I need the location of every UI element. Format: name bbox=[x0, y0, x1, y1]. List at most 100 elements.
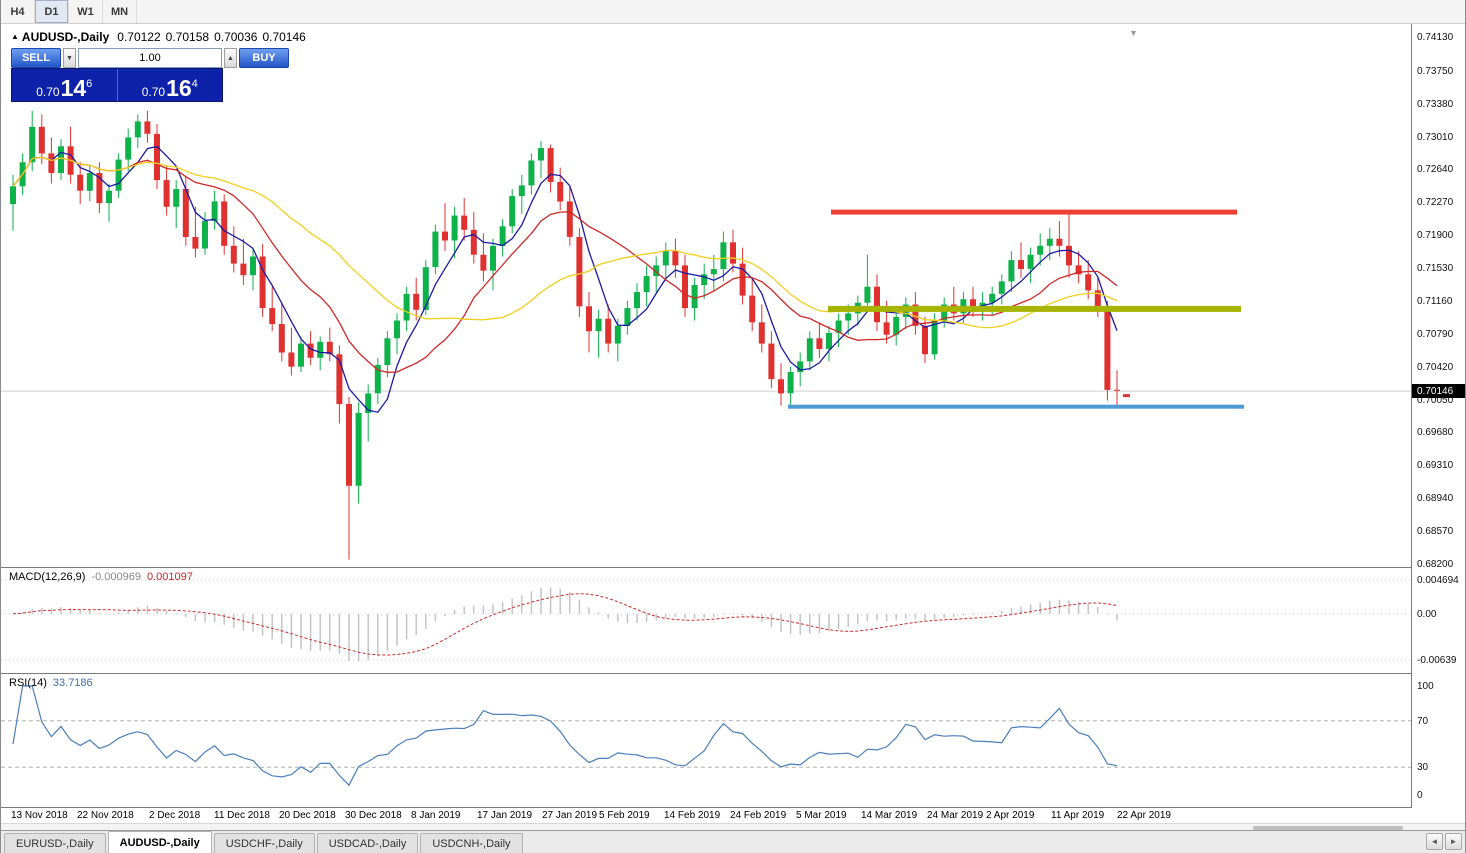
date-label: 11 Apr 2019 bbox=[1051, 810, 1105, 821]
macd-canvas[interactable] bbox=[1, 568, 1411, 673]
macd-signal-value: 0.001097 bbox=[146, 571, 193, 583]
timeframe-toolbar: H4 D1 W1 MN bbox=[1, 0, 1465, 24]
rsi-scale-label: 70 bbox=[1417, 716, 1429, 727]
rsi-scale-label: 100 bbox=[1417, 681, 1434, 692]
date-label: 24 Mar 2019 bbox=[927, 810, 984, 821]
level-line-resistance[interactable] bbox=[831, 209, 1237, 215]
volume-input[interactable] bbox=[78, 48, 222, 68]
buy-price-display[interactable]: 0.70 16 4 bbox=[118, 69, 223, 101]
candles-layer bbox=[10, 110, 1120, 560]
date-label: 14 Mar 2019 bbox=[861, 810, 918, 821]
chart-scrollbar[interactable] bbox=[1, 823, 1465, 830]
main-chart-pane[interactable]: ▲ AUDUSD-,Daily 0.70122 0.70158 0.70036 0.701… bbox=[1, 24, 1411, 568]
price-scale[interactable]: 0.74130 0.73750 0.73380 0.73010 0.72640 0.722… bbox=[1411, 24, 1465, 808]
buy-price-prefix: 0.70 bbox=[141, 85, 166, 99]
volume-up-button[interactable]: ▲ bbox=[224, 48, 237, 68]
rsi-label: RSI(14) 33.7186 bbox=[9, 677, 93, 689]
macd-signal-line bbox=[12, 593, 1118, 656]
rsi-name: RSI(14) bbox=[9, 677, 47, 689]
macd-scale-label: 0.00 bbox=[1417, 609, 1437, 620]
tab-eurusd-daily[interactable]: EURUSD-,Daily bbox=[4, 833, 106, 853]
macd-pane[interactable]: MACD(12,26,9) -0.000969 0.001097 bbox=[1, 568, 1411, 674]
date-label: 5 Feb 2019 bbox=[599, 810, 650, 821]
tab-usdcad-daily[interactable]: USDCAD-,Daily bbox=[316, 833, 419, 853]
price-scale-label: 0.68940 bbox=[1417, 493, 1454, 504]
timeframe-w1[interactable]: W1 bbox=[69, 0, 103, 23]
sell-price-display[interactable]: 0.70 14 6 bbox=[12, 69, 118, 101]
chart-title: ▲ AUDUSD-,Daily 0.70122 0.70158 0.70036 0.701… bbox=[11, 30, 311, 44]
timeframe-d1[interactable]: D1 bbox=[35, 0, 69, 23]
macd-name: MACD(12,26,9) bbox=[9, 571, 86, 583]
price-scale-label: 0.69680 bbox=[1417, 427, 1454, 438]
macd-label: MACD(12,26,9) -0.000969 0.001097 bbox=[9, 571, 193, 583]
macd-scale-label: 0.004694 bbox=[1417, 575, 1459, 586]
date-label: 27 Jan 2019 bbox=[542, 810, 598, 821]
price-scale-label: 0.72270 bbox=[1417, 197, 1454, 208]
price-scale-label: 0.68200 bbox=[1417, 559, 1454, 570]
chart-tab-bar: EURUSD-,Daily AUDUSD-,Daily USDCHF-,Daily U… bbox=[1, 830, 1465, 853]
macd-scale-label: -0.00639 bbox=[1417, 655, 1457, 666]
rsi-value: 33.7186 bbox=[52, 677, 93, 689]
tab-usdcnh-daily[interactable]: USDCNH-,Daily bbox=[420, 833, 523, 853]
rsi-pane[interactable]: RSI(14) 33.7186 bbox=[1, 674, 1411, 808]
ohlc-high: 0.70158 bbox=[165, 30, 210, 44]
timeframe-h4[interactable]: H4 bbox=[1, 0, 35, 23]
price-scale-label: 0.70420 bbox=[1417, 362, 1454, 373]
sell-button[interactable]: SELL bbox=[11, 48, 61, 68]
level-line-pivot[interactable] bbox=[828, 305, 1241, 312]
ohlc-low: 0.70036 bbox=[214, 30, 258, 44]
sell-price-big: 14 bbox=[60, 75, 87, 101]
price-chart-canvas[interactable] bbox=[1, 24, 1411, 567]
date-label: 22 Nov 2018 bbox=[77, 810, 134, 821]
timeframe-mn[interactable]: MN bbox=[103, 0, 137, 23]
chart-window: ▲ AUDUSD-,Daily 0.70122 0.70158 0.70036 0.701… bbox=[1, 24, 1465, 830]
tab-usdchf-daily[interactable]: USDCHF-,Daily bbox=[213, 833, 315, 853]
tab-audusd-daily[interactable]: AUDUSD-,Daily bbox=[107, 831, 212, 853]
level-line-support[interactable] bbox=[788, 404, 1244, 409]
price-scale-label: 0.72640 bbox=[1417, 164, 1454, 175]
date-label: 11 Dec 2018 bbox=[214, 810, 270, 821]
macd-histogram bbox=[21, 587, 1118, 662]
date-label: 5 Mar 2019 bbox=[796, 810, 847, 821]
sell-price-pip: 6 bbox=[86, 78, 93, 90]
date-label: 30 Dec 2018 bbox=[345, 810, 402, 821]
price-scale-label: 0.74130 bbox=[1417, 32, 1454, 43]
price-scale-label: 0.70050 bbox=[1417, 395, 1454, 406]
rsi-scale-label: 0 bbox=[1417, 790, 1423, 801]
tab-scroll-right-button[interactable]: ► bbox=[1445, 833, 1462, 850]
date-label: 13 Nov 2018 bbox=[11, 810, 68, 821]
date-label: 22 Apr 2019 bbox=[1117, 810, 1171, 821]
date-label: 8 Jan 2019 bbox=[411, 810, 461, 821]
ma-13-line bbox=[12, 156, 1118, 373]
volume-down-button[interactable]: ▼ bbox=[63, 48, 76, 68]
ask-price-marker bbox=[1123, 394, 1130, 398]
chart-marker-icon: ▲ bbox=[11, 32, 19, 41]
time-axis[interactable]: 13 Nov 2018 22 Nov 2018 2 Dec 2018 11 Dec 2… bbox=[1, 808, 1465, 823]
tab-scroll-left-button[interactable]: ◄ bbox=[1426, 833, 1443, 850]
ma-5-line bbox=[12, 145, 1118, 413]
symbol-name: AUDUSD-,Daily bbox=[21, 30, 110, 44]
macd-main-value: -0.000969 bbox=[91, 571, 141, 583]
date-label: 20 Dec 2018 bbox=[279, 810, 336, 821]
price-scale-label: 0.73010 bbox=[1417, 132, 1454, 143]
chart-shift-icon[interactable]: ▼ bbox=[1129, 28, 1138, 38]
scrollbar-thumb[interactable] bbox=[1253, 826, 1403, 830]
price-scale-label: 0.71160 bbox=[1417, 296, 1453, 307]
current-price-badge: 0.70146 bbox=[1412, 384, 1465, 398]
price-scale-label: 0.71530 bbox=[1417, 263, 1454, 274]
tab-scroll-arrows: ◄ ► bbox=[1426, 833, 1462, 850]
buy-price-big: 16 bbox=[166, 75, 192, 101]
price-scale-label: 0.69310 bbox=[1417, 460, 1454, 471]
rsi-canvas[interactable] bbox=[1, 674, 1411, 807]
rsi-line bbox=[12, 685, 1118, 787]
rsi-scale-label: 30 bbox=[1417, 762, 1429, 773]
date-label: 24 Feb 2019 bbox=[730, 810, 787, 821]
buy-button[interactable]: BUY bbox=[239, 48, 289, 68]
date-label: 2 Dec 2018 bbox=[149, 810, 201, 821]
price-scale-label: 0.71900 bbox=[1417, 230, 1454, 241]
ohlc-close: 0.70146 bbox=[262, 30, 306, 44]
date-label: 17 Jan 2019 bbox=[477, 810, 533, 821]
price-scale-label: 0.70790 bbox=[1417, 329, 1454, 340]
